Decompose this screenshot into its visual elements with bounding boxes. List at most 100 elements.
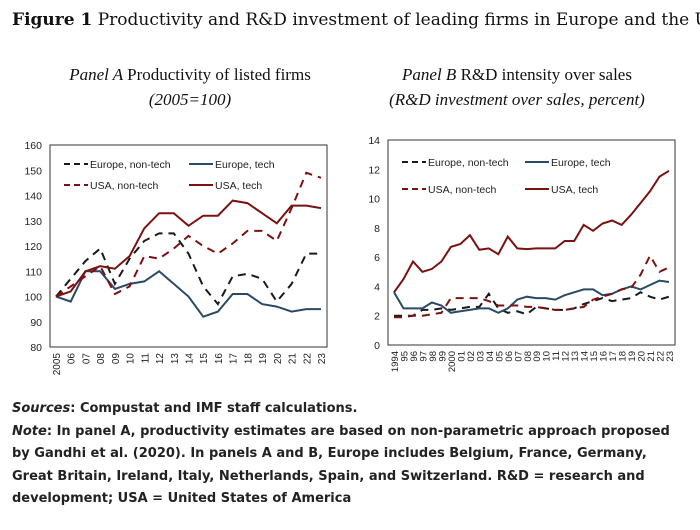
series-line-europe-non-tech	[55, 232, 321, 306]
note-text: : In panel A, productivity estimates are…	[12, 423, 670, 507]
y-tick-label: 4	[374, 281, 380, 293]
y-tick-label: 0	[374, 340, 380, 352]
panel-a-title: Panel A Productivity of listed firms (200…	[25, 62, 355, 112]
panel-b-label: Panel B	[402, 65, 457, 84]
footnotes: Sources: Compustat and IMF staff calcula…	[12, 398, 692, 511]
x-tick-label: 11	[140, 353, 151, 364]
x-tick-label: 13	[570, 351, 581, 362]
x-tick-label: 1994	[390, 351, 401, 372]
x-tick-label: 02	[466, 351, 477, 362]
x-tick-label: 13	[170, 353, 181, 365]
x-tick-label: 18	[618, 351, 629, 362]
panel-b-title: Panel B R&D intensity over sales (R&D inv…	[352, 62, 682, 112]
x-tick-label: 17	[229, 353, 240, 365]
y-tick-label: 100	[24, 292, 42, 304]
y-tick-label: 14	[368, 135, 380, 147]
legend-label: Europe, non-tech	[428, 157, 509, 169]
x-tick-label: 07	[81, 353, 92, 365]
x-tick-label: 2005	[52, 353, 63, 376]
x-tick-label: 09	[532, 351, 543, 362]
plot-frame	[387, 139, 676, 346]
panel-a-title-text: Productivity of listed firms	[127, 65, 311, 84]
x-tick-label: 03	[475, 351, 486, 362]
x-tick-label: 21	[288, 353, 299, 365]
x-tick-label: 2000	[447, 351, 458, 372]
x-tick-label: 06	[67, 353, 78, 365]
x-tick-label: 99	[437, 351, 448, 362]
x-tick-label: 96	[409, 351, 420, 362]
series-line-usa-non-tech	[55, 171, 322, 298]
x-tick-label: 22	[302, 353, 313, 365]
x-tick-label: 97	[418, 351, 429, 362]
x-tick-label: 09	[111, 353, 122, 365]
plot-frame	[49, 144, 328, 348]
x-tick-label: 14	[185, 353, 196, 365]
legend-label: Europe, tech	[215, 159, 275, 171]
y-tick-label: 6	[374, 252, 380, 264]
series-line-europe-non-tech	[394, 291, 670, 317]
legend-label: Europe, non-tech	[90, 159, 171, 171]
sources-label: Sources	[12, 401, 71, 416]
x-tick-label: 16	[214, 353, 225, 365]
x-tick-label: 08	[523, 351, 534, 362]
y-tick-label: 160	[24, 140, 42, 152]
panel-b-title-text: R&D intensity over sales	[460, 65, 632, 84]
panel-a-label: Panel A	[69, 65, 123, 84]
x-tick-label: 20	[637, 351, 648, 362]
y-tick-label: 12	[368, 164, 380, 176]
panel-1-chart: 0246810121419949596979899200001020304050…	[368, 135, 676, 372]
legend-label: USA, tech	[215, 180, 262, 192]
y-tick-label: 90	[30, 317, 42, 329]
y-tick-label: 10	[368, 194, 380, 206]
x-tick-label: 10	[126, 353, 137, 365]
x-tick-label: 12	[561, 351, 572, 362]
x-tick-label: 10	[542, 351, 553, 362]
x-tick-label: 18	[243, 353, 254, 365]
x-tick-label: 19	[627, 351, 638, 362]
figure-label: Figure 1	[12, 10, 93, 30]
x-tick-label: 95	[399, 351, 410, 362]
x-tick-label: 17	[608, 351, 619, 362]
x-tick-label: 05	[494, 351, 505, 362]
y-tick-label: 140	[24, 191, 42, 203]
y-tick-label: 110	[25, 266, 42, 278]
series-line-usa-tech	[55, 199, 322, 298]
note: Note: In panel A, productivity estimates…	[12, 421, 692, 511]
x-tick-label: 23	[665, 351, 676, 362]
x-tick-label: 01	[456, 351, 467, 362]
x-tick-label: 19	[258, 353, 269, 365]
sources-text: : Compustat and IMF staff calculations.	[70, 401, 358, 416]
note-label: Note	[12, 423, 47, 439]
series-line-europe-tech	[55, 270, 321, 318]
figure-title: Figure 1 Productivity and R&D investment…	[12, 10, 700, 30]
x-tick-label: 14	[580, 351, 591, 362]
x-tick-label: 98	[428, 351, 439, 362]
x-tick-label: 15	[589, 351, 600, 362]
y-tick-label: 80	[30, 342, 42, 354]
x-tick-label: 22	[656, 351, 667, 362]
panel-b-subtitle: (R&D investment over sales, percent)	[389, 90, 645, 109]
legend-label: Europe, tech	[551, 157, 611, 169]
legend-label: USA, tech	[551, 184, 598, 196]
x-tick-label: 07	[513, 351, 524, 362]
x-tick-label: 16	[599, 351, 610, 362]
x-tick-label: 08	[96, 353, 107, 365]
figure-title-text: Productivity and R&D investment of leadi…	[97, 10, 700, 30]
sources-note: Sources: Compustat and IMF staff calcula…	[12, 398, 692, 421]
y-tick-label: 2	[374, 311, 380, 323]
series-line-europe-tech	[393, 279, 670, 314]
y-tick-label: 8	[374, 223, 380, 235]
x-tick-label: 20	[273, 353, 284, 365]
y-tick-label: 150	[24, 165, 42, 177]
x-tick-label: 04	[485, 351, 496, 362]
panel-a-subtitle: (2005=100)	[148, 90, 232, 109]
x-tick-label: 12	[155, 353, 166, 365]
x-tick-label: 11	[551, 351, 562, 361]
x-tick-label: 21	[646, 351, 657, 362]
legend-label: USA, non-tech	[90, 180, 158, 192]
x-tick-label: 23	[317, 353, 328, 365]
legend-label: USA, non-tech	[428, 184, 496, 196]
y-tick-label: 120	[24, 241, 42, 253]
